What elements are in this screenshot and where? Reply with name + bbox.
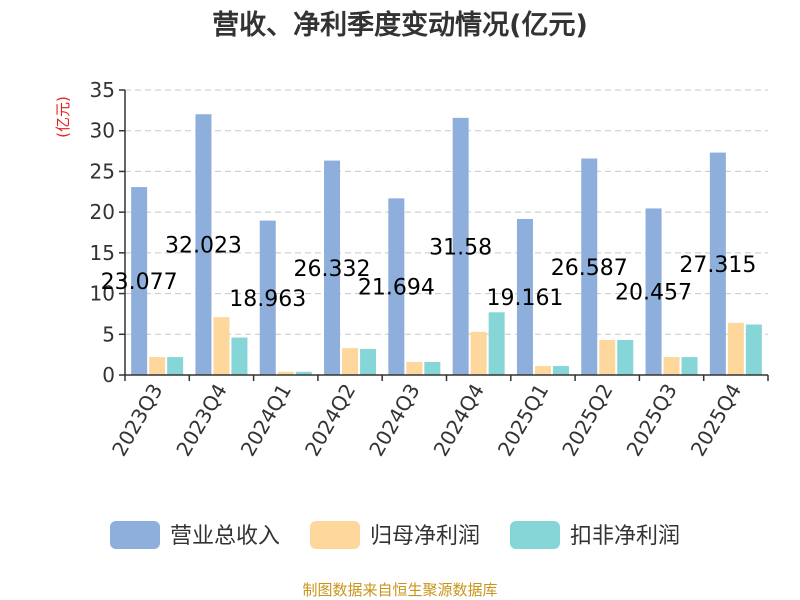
axes	[119, 89, 769, 381]
bar-2024Q3-s3	[424, 361, 441, 375]
legend: 营业总收入 归母净利润 扣非净利润	[110, 521, 680, 549]
bar-2023Q3-s3	[167, 357, 184, 375]
bar-2025Q4-s1	[709, 152, 726, 375]
bar-2023Q4-s2	[213, 317, 230, 375]
data-label: 18.963	[229, 287, 306, 312]
bar-2025Q1-s1	[516, 218, 533, 375]
x-tick-label: 2024Q1	[236, 380, 296, 461]
y-tick-label: 30	[90, 119, 115, 143]
data-label: 20.457	[615, 281, 692, 306]
legend-label: 归母净利润	[370, 524, 480, 549]
bar-2023Q4-s1	[195, 114, 212, 376]
bar-2024Q4-s3	[488, 312, 505, 375]
bar-2025Q1-s3	[552, 366, 569, 375]
y-tick-label: 5	[102, 322, 115, 346]
bars	[131, 114, 762, 376]
data-label: 32.023	[165, 234, 242, 259]
bar-2023Q4-s3	[231, 337, 248, 375]
bar-2024Q4-s2	[470, 331, 487, 375]
chart-title: 营收、净利季度变动情况(亿元)	[212, 9, 588, 41]
legend-swatch	[310, 521, 360, 549]
y-tick-label: 0	[102, 363, 115, 387]
bar-2025Q3-s2	[663, 357, 680, 375]
x-tick-label: 2024Q3	[364, 380, 424, 461]
bar-2025Q2-s2	[599, 339, 616, 375]
bar-2024Q2-s1	[324, 160, 341, 375]
y-tick-label: 25	[90, 159, 115, 183]
data-label: 23.077	[101, 270, 178, 295]
x-tick-label: 2023Q3	[107, 380, 167, 461]
x-tick-label: 2025Q3	[621, 380, 681, 461]
bar-2023Q3-s2	[149, 357, 166, 375]
bar-2025Q4-s2	[727, 322, 744, 375]
bar-2025Q2-s3	[617, 339, 634, 375]
source-note: 制图数据来自恒生聚源数据库	[302, 581, 497, 599]
bar-2025Q3-s3	[681, 357, 698, 375]
legend-label: 营业总收入	[170, 524, 280, 549]
bar-2024Q3-s1	[388, 198, 405, 375]
bar-2025Q4-s3	[745, 324, 762, 375]
data-label: 27.315	[679, 253, 756, 278]
data-label: 31.58	[429, 235, 492, 260]
bar-2025Q3-s1	[645, 208, 662, 375]
legend-swatch	[510, 521, 560, 549]
x-tick-label: 2025Q2	[557, 380, 617, 461]
bar-2024Q4-s1	[452, 117, 469, 375]
data-label: 26.587	[551, 256, 628, 281]
data-label: 21.694	[358, 276, 435, 301]
bar-2023Q3-s1	[131, 187, 148, 375]
x-tick-label: 2024Q2	[300, 380, 360, 461]
bar-2024Q1-s2	[277, 371, 294, 375]
y-tick-label: 10	[90, 282, 115, 306]
y-tick-label: 35	[90, 78, 115, 102]
x-tick-label: 2023Q4	[171, 380, 231, 461]
legend-swatch	[110, 521, 160, 549]
data-label: 19.161	[486, 286, 563, 311]
bar-2024Q2-s3	[360, 348, 377, 375]
y-tick-label: 20	[90, 200, 115, 224]
bar-2024Q3-s2	[406, 361, 423, 375]
y-tick-label: 15	[90, 241, 115, 265]
bar-2024Q2-s2	[342, 348, 359, 375]
x-tick-label: 2024Q4	[429, 380, 489, 461]
bar-2024Q1-s3	[295, 371, 312, 375]
x-tick-label: 2025Q1	[493, 380, 553, 461]
x-tick-label: 2025Q4	[686, 380, 746, 461]
legend-label: 扣非净利润	[570, 524, 680, 549]
bar-2025Q1-s2	[534, 366, 551, 375]
bar-2025Q2-s1	[581, 158, 598, 375]
data-label: 26.332	[294, 257, 371, 282]
y-axis-unit-label: (亿元)	[54, 96, 72, 138]
bar-2024Q1-s1	[259, 220, 276, 375]
